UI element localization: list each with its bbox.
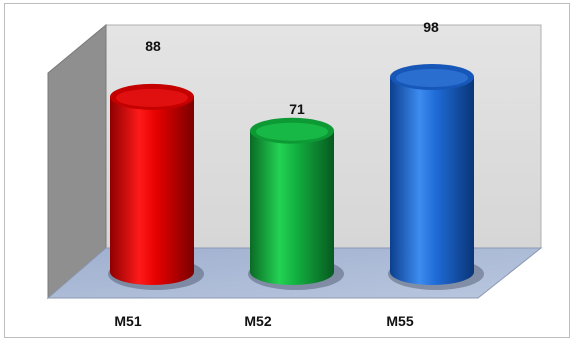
bar-m51-top-highlight [116, 88, 188, 107]
category-label-m55: M55 [386, 313, 413, 329]
category-label-m51: M51 [114, 313, 141, 329]
bar-m55-top-highlight [396, 68, 468, 87]
bar-m52 [248, 117, 344, 290]
data-label-m51: 88 [145, 38, 161, 54]
category-label-m52: M52 [244, 313, 271, 329]
data-label-m52: 71 [289, 101, 305, 117]
bar-m55 [388, 63, 484, 290]
bar-m55-body [390, 76, 474, 285]
data-label-m55: 98 [423, 19, 439, 35]
bar-m52-body [250, 130, 334, 285]
bar-m51 [108, 83, 204, 290]
bar-m52-top-highlight [256, 122, 328, 141]
bars-group [108, 63, 484, 290]
bar-m51-body [110, 96, 194, 285]
